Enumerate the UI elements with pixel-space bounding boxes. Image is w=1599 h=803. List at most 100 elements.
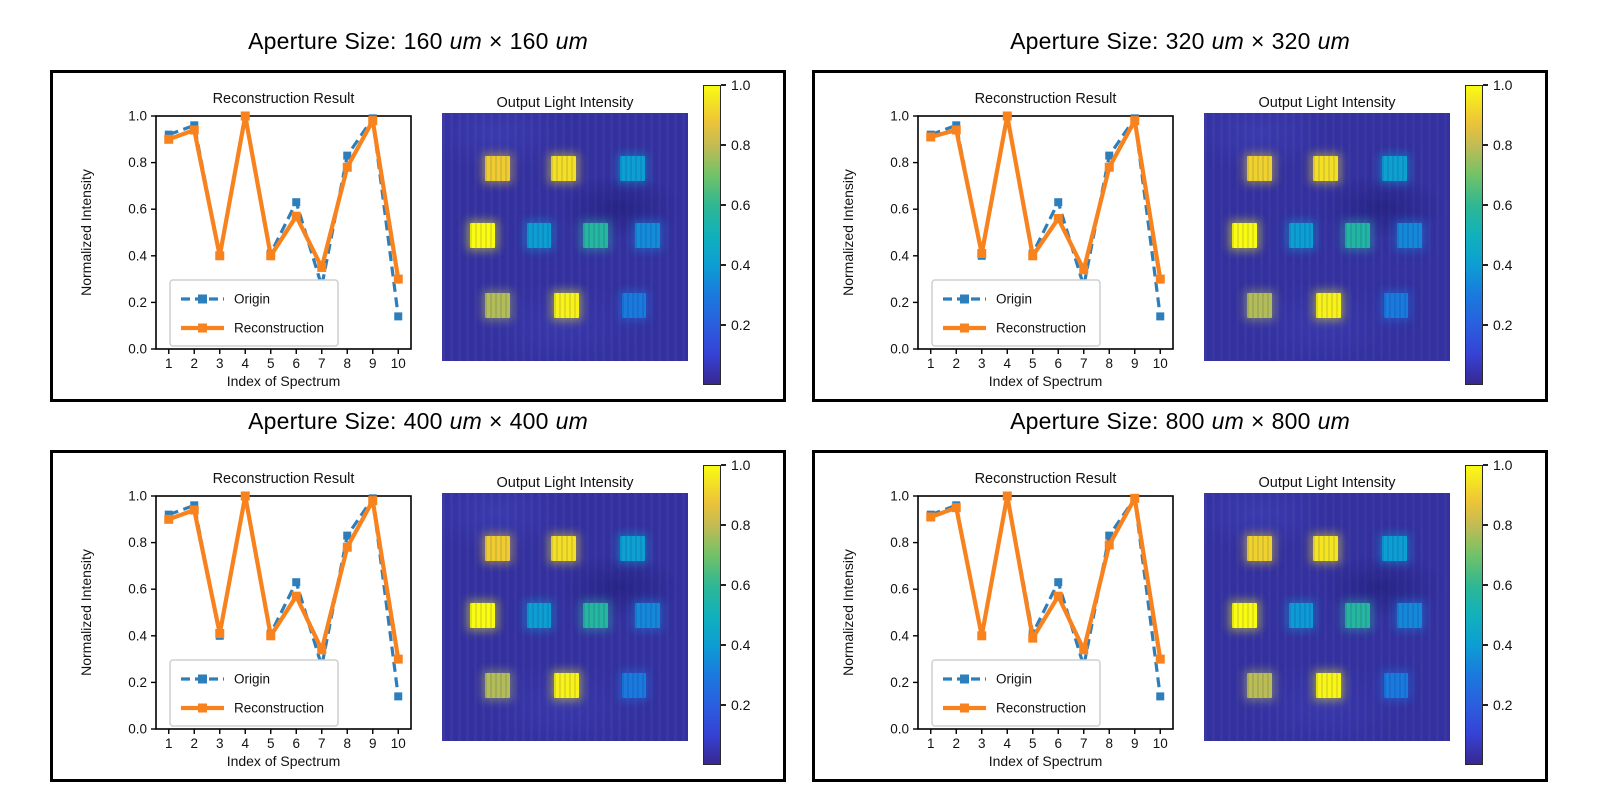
panel-box: 0.0 0.2 0.4 0.6 0.8 1.0 1 2 3 4 5 6 7 8 9 10 Reconstruct… xyxy=(50,70,786,402)
colorbar-tick: 0.4 xyxy=(1483,257,1512,273)
svg-text:4: 4 xyxy=(1003,356,1011,371)
heatmap-square xyxy=(553,292,579,318)
reconstruction-chart: 0.0 0.2 0.4 0.6 0.8 1.0 1 2 3 4 5 6 7 8 9 10 Reconstruct… xyxy=(840,471,1174,769)
svg-text:7: 7 xyxy=(318,736,326,751)
reconstruction-chart: 0.0 0.2 0.4 0.6 0.8 1.0 1 2 3 4 5 6 7 8 9 10 Reconstruct… xyxy=(78,471,412,769)
colorbar-tick-mark xyxy=(721,84,726,86)
svg-text:0.0: 0.0 xyxy=(890,342,909,357)
heatmap-square xyxy=(1397,603,1422,629)
svg-text:0.4: 0.4 xyxy=(890,248,909,263)
heatmap-square xyxy=(553,672,579,698)
svg-text:Index of Spectrum: Index of Spectrum xyxy=(989,373,1103,389)
svg-text:10: 10 xyxy=(391,736,406,751)
svg-text:2: 2 xyxy=(952,736,960,751)
heatmap-square xyxy=(1232,223,1257,249)
aperture-unit: um xyxy=(1211,27,1244,54)
svg-text:Normalized Intensity: Normalized Intensity xyxy=(840,549,856,676)
heatmap-square xyxy=(1247,672,1272,698)
panel-aperture-320: Aperture Size: 320 um × 320 um 0.0 0.2 0.4… xyxy=(812,12,1548,402)
colorbar-tick: 0.2 xyxy=(1483,697,1512,713)
svg-text:1.0: 1.0 xyxy=(128,109,147,124)
reconstruction-chart: 0.0 0.2 0.4 0.6 0.8 1.0 1 2 3 4 5 6 7 8 9 10 Reconstruct… xyxy=(78,91,412,389)
aperture-unit: um xyxy=(1317,407,1350,434)
aperture-unit: um xyxy=(449,27,482,54)
colorbar-tick: 1.0 xyxy=(1483,457,1512,473)
svg-text:8: 8 xyxy=(343,356,351,371)
output-light-intensity-heatmap xyxy=(1204,113,1450,361)
heatmap-square xyxy=(551,156,577,182)
heatmap-square xyxy=(470,223,495,249)
svg-text:3: 3 xyxy=(216,356,224,371)
panel-box: 0.0 0.2 0.4 0.6 0.8 1.0 1 2 3 4 5 6 7 8 9 10 Reconstruct… xyxy=(50,450,786,782)
aperture-size-value: 400 xyxy=(509,407,549,434)
svg-text:8: 8 xyxy=(1105,736,1113,751)
colorbar-tick-mark xyxy=(1483,464,1488,466)
aperture-unit: um xyxy=(1317,27,1350,54)
colorbar-gradient xyxy=(703,85,721,385)
svg-text:Index of Spectrum: Index of Spectrum xyxy=(227,373,341,389)
svg-text:4: 4 xyxy=(241,356,249,371)
colorbar-tick: 0.8 xyxy=(721,137,750,153)
svg-text:9: 9 xyxy=(369,356,377,371)
svg-text:3: 3 xyxy=(216,736,224,751)
svg-text:6: 6 xyxy=(1054,736,1062,751)
svg-text:2: 2 xyxy=(190,356,198,371)
heatmap-square xyxy=(583,603,609,629)
svg-text:6: 6 xyxy=(292,736,300,751)
colorbar-tick-label: 0.8 xyxy=(1493,137,1513,153)
colorbar: 1.0 0.8 0.6 0.4 0.2 xyxy=(703,77,750,385)
heatmap-square xyxy=(485,156,510,182)
svg-text:3: 3 xyxy=(978,736,986,751)
aperture-unit: um xyxy=(1211,407,1244,434)
svg-text:0.6: 0.6 xyxy=(128,582,147,597)
colorbar-tick-label: 1.0 xyxy=(1493,457,1513,473)
svg-text:2: 2 xyxy=(952,356,960,371)
colorbar-tick-mark xyxy=(721,204,726,206)
svg-text:0.8: 0.8 xyxy=(128,535,147,550)
heatmap-square xyxy=(1315,672,1341,698)
svg-text:0.4: 0.4 xyxy=(890,628,909,643)
svg-text:Index of Spectrum: Index of Spectrum xyxy=(227,753,341,769)
colorbar-tick-mark xyxy=(721,644,726,646)
svg-text:0.2: 0.2 xyxy=(128,295,147,310)
svg-text:0.2: 0.2 xyxy=(890,295,909,310)
svg-text:Reconstruction: Reconstruction xyxy=(996,321,1086,336)
colorbar-tick-label: 0.6 xyxy=(1493,577,1513,593)
colorbar-tick-label: 0.4 xyxy=(1493,257,1513,273)
colorbar-tick-mark xyxy=(721,464,726,466)
colorbar-tick-label: 0.6 xyxy=(1493,197,1513,213)
heatmap-square xyxy=(635,223,660,249)
heatmap-square xyxy=(1313,536,1339,562)
aperture-unit: um xyxy=(555,27,588,54)
svg-text:0.0: 0.0 xyxy=(128,722,147,737)
svg-text:Reconstruction Result: Reconstruction Result xyxy=(975,471,1117,487)
svg-text:9: 9 xyxy=(1131,736,1139,751)
heatmap-square xyxy=(1382,156,1407,182)
heatmap-square xyxy=(485,536,510,562)
times-sign: × xyxy=(1250,407,1265,434)
svg-text:8: 8 xyxy=(1105,356,1113,371)
svg-text:0.8: 0.8 xyxy=(890,155,909,170)
heatmap-square xyxy=(526,603,552,629)
colorbar-tick: 0.8 xyxy=(1483,137,1512,153)
colorbar-tick-label: 0.6 xyxy=(731,577,751,593)
heatmap-square xyxy=(526,223,552,249)
colorbar-tick-label: 0.8 xyxy=(1493,517,1513,533)
aperture-size-value: 160 xyxy=(403,27,443,54)
colorbar-gradient xyxy=(1465,85,1483,385)
svg-text:Reconstruction Result: Reconstruction Result xyxy=(213,471,355,487)
svg-text:0.8: 0.8 xyxy=(890,535,909,550)
svg-text:5: 5 xyxy=(267,736,275,751)
svg-text:Reconstruction Result: Reconstruction Result xyxy=(975,91,1117,107)
colorbar-tick: 0.6 xyxy=(721,197,750,213)
svg-text:7: 7 xyxy=(1080,356,1088,371)
svg-text:2: 2 xyxy=(190,736,198,751)
panel-title: Aperture Size: 160 um × 160 um xyxy=(50,12,786,70)
heatmap-square xyxy=(470,603,495,629)
colorbar-tick-mark xyxy=(721,524,726,526)
panel-aperture-160: Aperture Size: 160 um × 160 um 0.0 0.2 0.4… xyxy=(50,12,786,402)
svg-text:5: 5 xyxy=(1029,356,1037,371)
heatmap-square xyxy=(485,292,510,318)
colorbar-tick: 0.4 xyxy=(721,257,750,273)
